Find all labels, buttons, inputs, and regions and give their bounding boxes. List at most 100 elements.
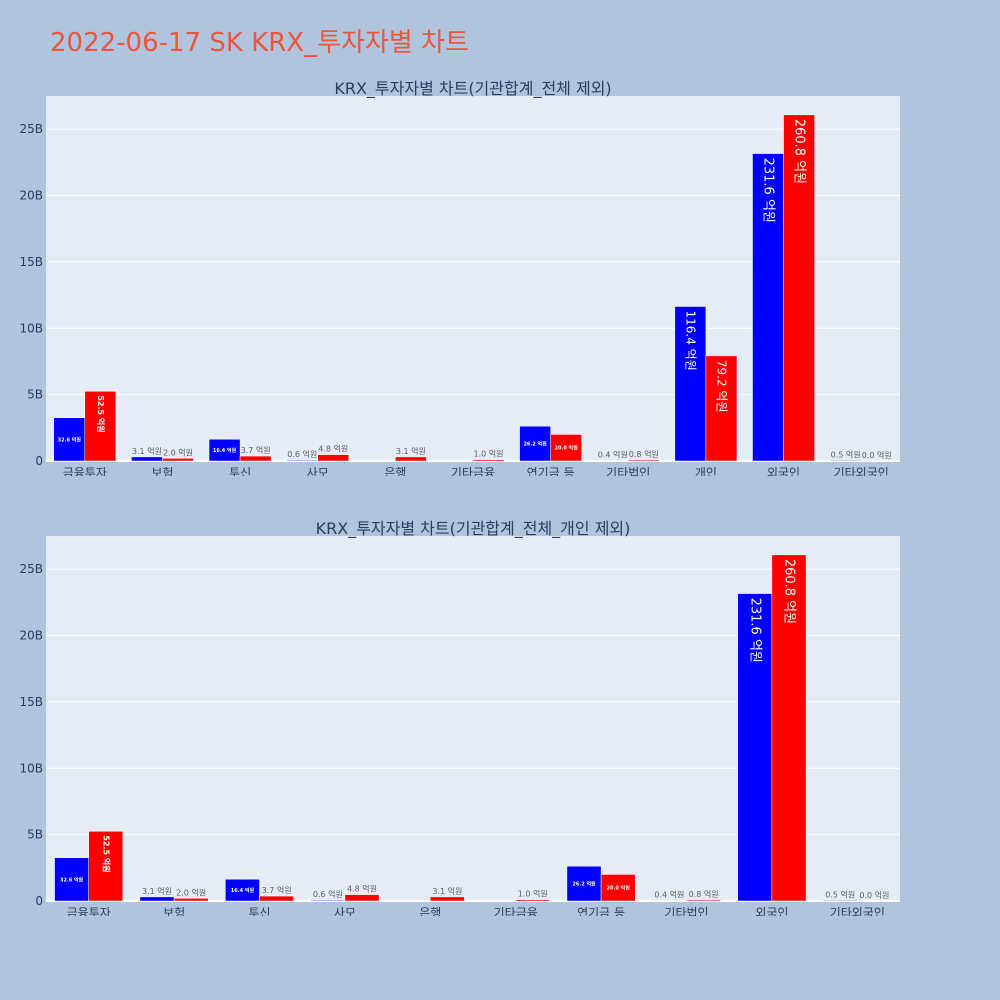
bar-value-label: 0.6 억원 — [287, 449, 317, 459]
y-tick-label: 5B — [27, 828, 43, 842]
bar-value-label: 4.8 억원 — [318, 444, 348, 454]
buy-bar — [737, 593, 773, 902]
x-tick-label: 보험 — [151, 466, 173, 476]
x-tick-label: 투신 — [248, 906, 270, 916]
buy-bar — [822, 900, 858, 902]
bar-value-label: 3.1 억원 — [396, 446, 426, 456]
buy-bar — [131, 456, 163, 462]
sell-bar — [705, 355, 738, 462]
bar-value-label: 116.4 억원 — [683, 311, 697, 371]
y-tick-label: 25B — [19, 122, 43, 136]
x-tick-label: 투신 — [229, 466, 251, 476]
bar-value-label: 32.6 억원 — [60, 876, 84, 883]
x-tick-label: 기타외국인 — [830, 906, 885, 916]
bar-value-label: 20.0 억원 — [607, 885, 631, 892]
y-tick-label: 15B — [19, 255, 43, 269]
bar-value-label: 0.0 억원 — [859, 890, 889, 900]
x-tick-label: 금융투자 — [67, 906, 111, 916]
x-tick-label: 외국인 — [767, 466, 800, 476]
x-tick-label: 개인 — [695, 466, 717, 476]
buy-bar — [208, 438, 241, 462]
x-tick-label: 은행 — [384, 465, 406, 476]
x-tick-label: 금융투자 — [63, 466, 107, 476]
x-tick-label: 기타금융 — [451, 466, 495, 476]
buy-bar — [566, 865, 602, 902]
bar-value-label: 0.5 억원 — [831, 449, 861, 459]
sell-bar — [550, 434, 582, 462]
bar-value-label: 1.0 억원 — [518, 889, 548, 899]
bar-value-label: 79.2 억원 — [714, 360, 728, 413]
x-tick-label: 기타법인 — [606, 466, 650, 476]
x-tick-label: 사모 — [307, 466, 329, 476]
chart-title: KRX_투자자별 차트(기관합계_전체_개인 제외) — [316, 519, 631, 539]
chart-title: KRX_투자자별 차트(기관합계_전체 제외) — [334, 79, 611, 99]
bar-value-label: 0.4 억원 — [654, 889, 684, 899]
sell-bar — [783, 114, 815, 462]
bar-value-label: 231.6 억원 — [761, 158, 776, 223]
bar-value-label: 0.5 억원 — [825, 889, 855, 899]
sell-bar — [430, 896, 465, 902]
bar-value-label: 0.4 억원 — [598, 449, 628, 459]
y-tick-label: 0 — [35, 894, 43, 908]
x-tick-label: 연기금 등 — [527, 466, 575, 476]
x-tick-label: 기타법인 — [664, 906, 708, 916]
x-tick-label: 연기금 등 — [577, 906, 625, 916]
buy-bar — [54, 857, 89, 902]
y-tick-label: 0 — [35, 454, 43, 468]
buy-bar — [674, 306, 707, 462]
x-tick-label: 사모 — [334, 906, 356, 916]
y-tick-label: 5B — [27, 388, 43, 402]
bar-value-label: 0.8 억원 — [629, 449, 659, 459]
bar-value-label: 231.6 억원 — [747, 598, 762, 663]
bar-value-label: 4.8 억원 — [347, 884, 377, 894]
sell-bar — [259, 895, 294, 902]
sell-bar — [173, 898, 209, 902]
y-tick-label: 15B — [19, 695, 43, 709]
x-tick-label: 은행 — [419, 905, 441, 916]
sell-bar — [395, 456, 427, 462]
sell-bar — [239, 455, 272, 462]
sell-bar — [88, 831, 124, 902]
buy-bar — [829, 460, 862, 462]
buy-bar — [652, 900, 687, 902]
bar-value-label: 20.0 억원 — [555, 445, 579, 452]
y-tick-label: 10B — [19, 321, 43, 335]
bar-value-label: 52.5 억원 — [101, 835, 111, 872]
buy-bar — [596, 460, 629, 462]
x-tick-label: 기타외국인 — [834, 466, 889, 476]
buy-bar — [286, 459, 318, 462]
bar-value-label: 3.7 억원 — [262, 885, 292, 895]
bar-value-label: 52.5 억원 — [96, 395, 106, 432]
y-tick-label: 20B — [19, 629, 43, 643]
sell-bar — [162, 458, 194, 462]
buy-bar — [310, 899, 346, 902]
bar-value-label: 0.8 억원 — [689, 889, 719, 899]
bar-value-label: 3.1 억원 — [432, 886, 462, 896]
x-tick-label: 보험 — [163, 906, 185, 916]
sell-bar — [317, 454, 350, 462]
bar-value-label: 26.2 억원 — [572, 881, 596, 888]
sell-bar — [600, 874, 636, 902]
buy-bar — [519, 425, 551, 462]
sell-bar — [771, 554, 807, 902]
buy-bar — [752, 153, 784, 462]
bar-value-label: 16.4 억원 — [213, 447, 237, 454]
bar-value-label: 3.1 억원 — [142, 886, 172, 896]
bar-value-label: 26.2 억원 — [523, 441, 547, 448]
buy-bar — [225, 878, 260, 902]
bar-value-label: 3.1 억원 — [132, 446, 162, 456]
bar-value-label: 2.0 억원 — [163, 447, 193, 457]
sell-bar — [344, 894, 380, 902]
bar-value-label: 0.0 억원 — [862, 450, 892, 460]
sell-bar — [84, 391, 117, 462]
buy-bar — [139, 896, 175, 902]
bar-value-label: 0.6 억원 — [313, 889, 343, 899]
sell-bar — [686, 899, 721, 902]
bar-value-label: 3.7 억원 — [241, 445, 271, 455]
bar-value-label: 2.0 억원 — [176, 887, 206, 897]
x-tick-label: 기타금융 — [494, 906, 538, 916]
bar-value-label: 32.6 억원 — [58, 436, 82, 443]
sell-bar — [472, 459, 505, 462]
sell-bar — [628, 459, 660, 462]
y-tick-label: 25B — [19, 562, 43, 576]
